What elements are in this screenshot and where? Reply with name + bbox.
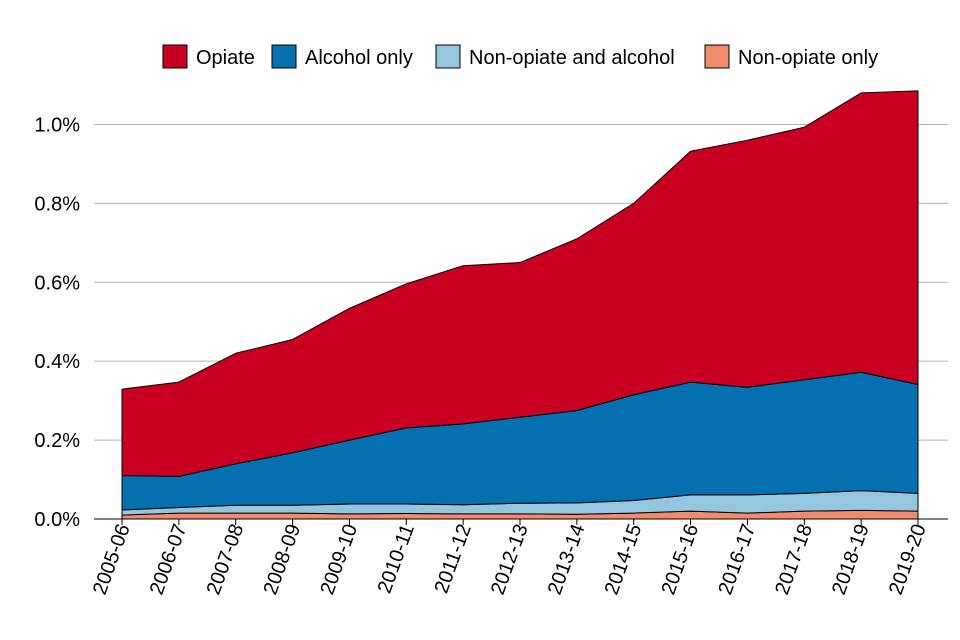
x-tick-label: 2011-12 bbox=[431, 521, 476, 596]
legend-label: Opiate bbox=[196, 47, 255, 69]
x-tick-label: 2019-20 bbox=[885, 521, 931, 598]
x-tick-label: 2015-16 bbox=[657, 521, 703, 598]
x-tick-label: 2010-11 bbox=[374, 521, 419, 596]
legend-swatch bbox=[162, 44, 188, 69]
x-tick-label: 2016-17 bbox=[714, 521, 760, 598]
legend-label: Alcohol only bbox=[305, 47, 413, 69]
y-tick-label: 0.4% bbox=[34, 351, 80, 373]
legend-swatch bbox=[704, 44, 730, 69]
x-tick-label: 2005-06 bbox=[89, 521, 135, 598]
legend: Opiate Alcohol only Non-opiate and alcohol… bbox=[162, 44, 878, 69]
x-tick-label: 2017-18 bbox=[771, 521, 817, 598]
legend-item-non-opiate-and-alcohol: Non-opiate and alcohol bbox=[435, 44, 675, 69]
legend-item-opiate: Opiate bbox=[162, 44, 255, 69]
legend-swatch bbox=[271, 44, 297, 69]
y-tick-label: 1.0% bbox=[34, 114, 80, 136]
legend-swatch bbox=[435, 44, 461, 69]
x-tick-label: 2013-14 bbox=[544, 521, 590, 598]
y-tick-label: 0.8% bbox=[34, 193, 80, 215]
legend-label: Non-opiate only bbox=[738, 47, 878, 69]
x-tick-label: 2009-10 bbox=[316, 521, 362, 598]
x-tick-label: 2007-08 bbox=[203, 521, 249, 598]
x-tick-label: 2012-13 bbox=[487, 521, 533, 598]
y-tick-label: 0.6% bbox=[34, 272, 80, 294]
legend-item-alcohol-only: Alcohol only bbox=[271, 44, 413, 69]
legend-item-non-opiate-only: Non-opiate only bbox=[704, 44, 878, 69]
plot-areas bbox=[121, 90, 919, 520]
legend-label: Non-opiate and alcohol bbox=[469, 47, 675, 69]
x-tick-label: 2006-07 bbox=[146, 521, 192, 598]
x-tick-label: 2014-15 bbox=[601, 521, 647, 598]
x-tick-label: 2018-19 bbox=[828, 521, 874, 598]
x-tick-label: 2008-09 bbox=[259, 521, 305, 598]
y-tick-label: 0.0% bbox=[34, 509, 80, 531]
area-opiate bbox=[121, 90, 919, 477]
y-tick-label: 0.2% bbox=[34, 430, 80, 452]
